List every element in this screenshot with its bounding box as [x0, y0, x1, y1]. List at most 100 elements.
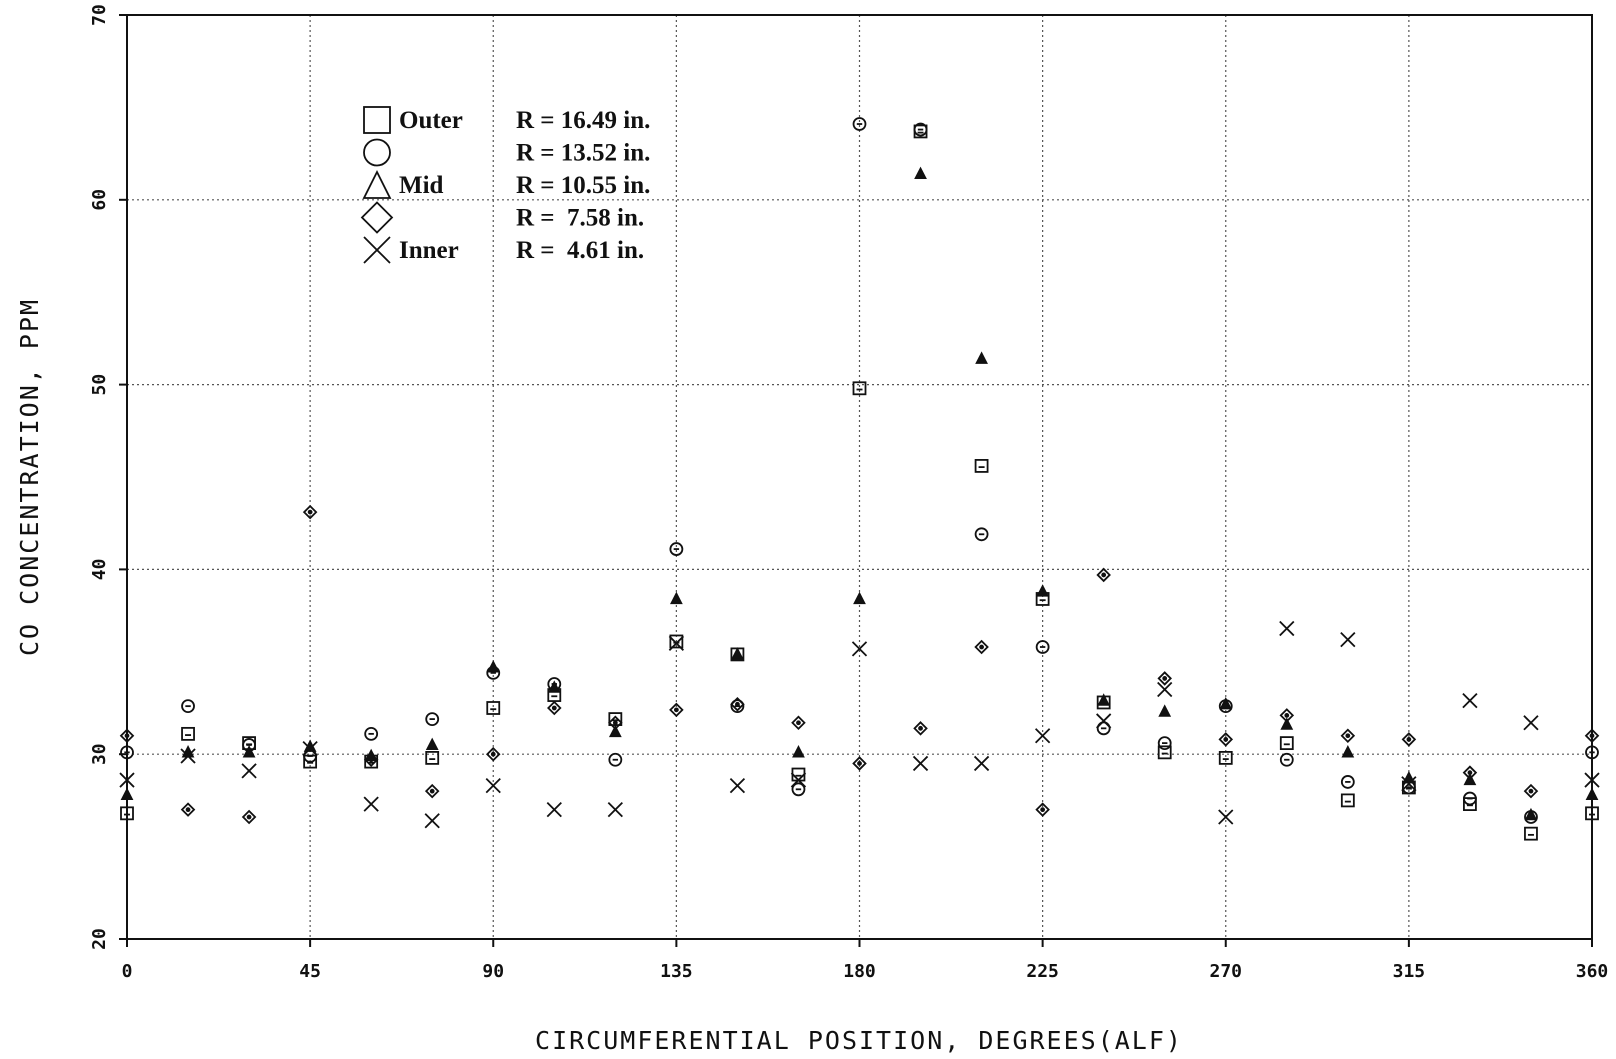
diamond-point — [852, 756, 867, 771]
grid-lines — [127, 15, 1592, 939]
triangle-point — [1524, 807, 1538, 821]
diamond-point — [1523, 783, 1539, 799]
square-point — [1340, 793, 1355, 808]
circle-point — [1157, 736, 1172, 751]
x-tick-label: 90 — [482, 961, 504, 982]
triangle-point — [120, 787, 134, 800]
triangle-point — [1219, 696, 1233, 710]
diamond-point — [730, 697, 745, 712]
circle-point — [425, 712, 440, 726]
y-tick-label: 70 — [89, 4, 110, 26]
triangle-point — [1097, 693, 1111, 706]
diamond-point — [180, 802, 196, 817]
square-point — [425, 750, 440, 765]
cross-point — [424, 813, 440, 829]
cross-point — [1218, 809, 1234, 825]
cross-point — [973, 755, 990, 772]
cross-point — [1523, 715, 1539, 731]
y-tick-label: 60 — [89, 189, 110, 211]
circle-point — [791, 782, 806, 797]
circle-point — [852, 117, 867, 131]
diamond-point — [974, 639, 989, 655]
x-tick-label: 360 — [1576, 961, 1609, 982]
triangle-point — [731, 647, 744, 660]
diamond-point — [1096, 567, 1111, 583]
cross-point — [1034, 728, 1051, 744]
cross-point — [180, 748, 196, 764]
cross-point — [607, 802, 623, 818]
square-point — [120, 806, 134, 821]
circle-point — [1279, 752, 1294, 767]
triangle-point — [1036, 584, 1050, 597]
data-points — [119, 117, 1600, 841]
triangle-point — [486, 660, 500, 673]
diamond-point — [1401, 732, 1417, 747]
legend-label: Outer — [399, 107, 463, 134]
cross-point — [546, 802, 562, 818]
triangle-point — [608, 724, 622, 738]
cross-point — [912, 755, 929, 772]
cross-point — [119, 772, 135, 788]
diamond-point — [547, 700, 562, 716]
y-tick-label: 50 — [89, 374, 110, 396]
legend-item: R = 13.52 in. — [363, 138, 650, 167]
x-axis-ticks: 0 45 90 135 180 225 270 315 360 — [122, 939, 1609, 982]
cross-point — [1279, 620, 1295, 637]
diamond-point — [424, 783, 440, 799]
diamond-point — [363, 752, 379, 768]
cross-point — [241, 763, 257, 779]
triangle-icon — [362, 169, 392, 199]
square-point — [1218, 750, 1233, 765]
legend-label: Inner — [399, 237, 459, 264]
legend-item: R = 7.58 in. — [360, 201, 644, 234]
diamond-point — [1035, 802, 1050, 817]
triangle-point — [792, 745, 805, 758]
circle-point — [608, 752, 623, 767]
x-tick-label: 135 — [660, 961, 693, 982]
circle-point — [1096, 721, 1111, 736]
y-axis-label: CO CONCENTRATION, PPM — [15, 298, 44, 656]
circle-icon — [363, 138, 391, 167]
diamond-point — [913, 721, 928, 736]
diamond-point — [485, 746, 501, 762]
diamond-point — [669, 702, 684, 718]
diamond-point — [1340, 728, 1356, 743]
cross-point — [1584, 772, 1600, 788]
triangle-point — [1341, 745, 1355, 758]
cross-point — [363, 796, 379, 812]
triangle-point — [914, 166, 927, 180]
x-tick-label: 225 — [1026, 961, 1059, 982]
x-tick-label: 270 — [1209, 961, 1242, 982]
square-point — [486, 701, 501, 715]
triangle-point — [242, 745, 256, 758]
cross-point — [851, 641, 868, 657]
triangle-point — [1280, 717, 1294, 730]
x-tick-label: 315 — [1393, 961, 1426, 982]
diamond-point — [1279, 708, 1295, 723]
cross-icon — [363, 236, 391, 264]
triangle-point — [853, 591, 866, 605]
legend-radius: R = 16.49 in. — [516, 107, 650, 134]
square-icon — [363, 106, 391, 134]
circle-point — [181, 699, 195, 714]
cross-point — [1462, 692, 1478, 709]
legend: Outer R = 16.49 in. R = 13.52 in. Mid R = 10… — [360, 106, 650, 264]
triangle-point — [975, 351, 988, 364]
triangle-point — [669, 591, 683, 605]
circle-point — [1035, 640, 1050, 654]
x-tick-label: 0 — [122, 961, 133, 982]
y-tick-label: 20 — [89, 928, 110, 950]
diamond-point — [1218, 732, 1234, 747]
triangle-point — [1158, 704, 1172, 717]
square-point — [852, 381, 867, 396]
diamond-point — [1584, 728, 1600, 743]
circle-point — [1585, 745, 1599, 760]
circle-point — [1340, 775, 1355, 789]
diamond-icon — [360, 201, 394, 234]
diamond-point — [302, 504, 318, 520]
diamond-point — [119, 728, 135, 743]
legend-radius: R = 13.52 in. — [516, 140, 650, 167]
legend-item: Mid R = 10.55 in. — [362, 169, 650, 199]
triangle-point — [547, 680, 561, 693]
diamond-point — [1462, 765, 1478, 780]
